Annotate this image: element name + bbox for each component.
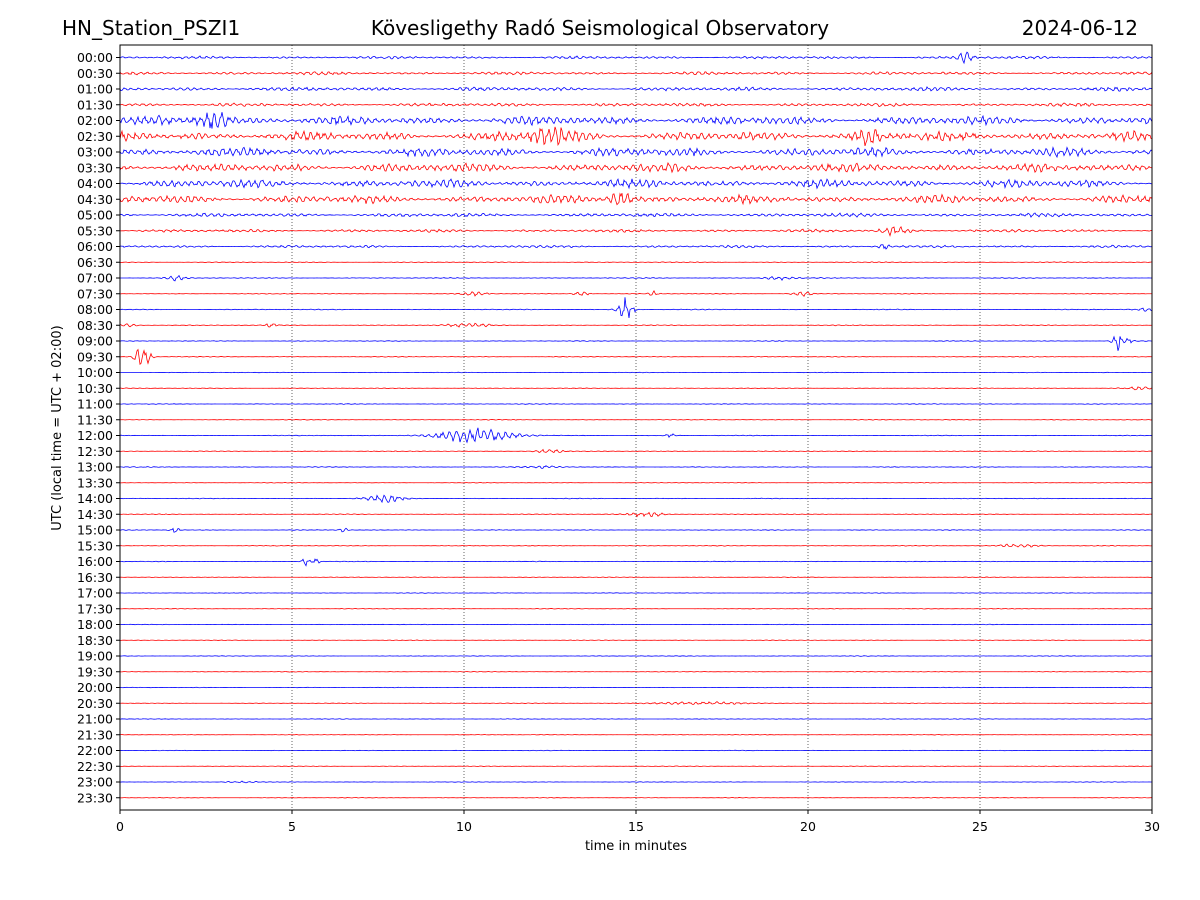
y-tick-label: 20:00 (77, 680, 113, 695)
y-tick-label: 16:00 (77, 554, 113, 569)
trace-2230 (119, 765, 1153, 767)
trace-1630 (119, 576, 1153, 578)
y-tick-label: 03:00 (77, 145, 113, 160)
trace-0500 (119, 212, 1153, 218)
trace-0830 (119, 322, 1153, 328)
x-tick-label: 30 (1144, 819, 1160, 834)
y-tick-label: 07:30 (77, 286, 113, 301)
trace-0100 (119, 86, 1153, 92)
y-tick-label: 06:00 (77, 239, 113, 254)
y-tick-label: 13:30 (77, 475, 113, 490)
y-tick-label: 20:30 (77, 696, 113, 711)
y-tick-label: 05:30 (77, 223, 113, 238)
y-tick-label: 19:30 (77, 664, 113, 679)
y-tick-label: 16:30 (77, 570, 113, 585)
y-tick-label: 22:30 (77, 759, 113, 774)
trace-layer (119, 51, 1153, 799)
trace-1530 (119, 543, 1153, 548)
y-tick-label: 01:30 (77, 97, 113, 112)
y-tick-label: 22:00 (77, 743, 113, 758)
y-tick-label: 04:30 (77, 192, 113, 207)
trace-0730 (119, 289, 1153, 298)
y-tick-label: 14:30 (77, 507, 113, 522)
trace-0900 (119, 335, 1153, 351)
trace-2100 (119, 718, 1153, 720)
y-tick-label: 12:00 (77, 428, 113, 443)
y-tick-label: 00:30 (77, 66, 113, 81)
y-tick-label: 15:30 (77, 538, 113, 553)
trace-2130 (119, 734, 1153, 736)
trace-1030 (119, 386, 1153, 391)
y-tick-label: 00:00 (77, 50, 113, 65)
y-tick-label: 10:00 (77, 365, 113, 380)
x-tick-label: 5 (288, 819, 296, 834)
y-axis-label: UTC (local time = UTC + 02:00) (50, 325, 65, 530)
trace-1300 (119, 465, 1153, 469)
trace-1700 (119, 592, 1153, 594)
y-tick-label: 12:30 (77, 444, 113, 459)
x-tick-label: 15 (628, 819, 644, 834)
grid-layer (291, 45, 981, 810)
x-axis-label: time in minutes (585, 839, 687, 854)
trace-1830 (119, 639, 1153, 641)
x-tick-label: 25 (972, 819, 988, 834)
y-tick-label: 17:00 (77, 586, 113, 601)
trace-1130 (119, 418, 1153, 421)
y-tick-label: 11:30 (77, 412, 113, 427)
y-tick-label: 17:30 (77, 601, 113, 616)
y-tick-label: 13:00 (77, 460, 113, 475)
x-tick-label: 20 (800, 819, 816, 834)
y-tick-label: 06:30 (77, 255, 113, 270)
x-axis-ticks: 0 5 10 15 20 25 30 (116, 810, 1160, 834)
y-tick-label: 08:30 (77, 318, 113, 333)
y-tick-label: 05:00 (77, 208, 113, 223)
y-tick-label: 21:00 (77, 712, 113, 727)
y-tick-label: 15:00 (77, 523, 113, 538)
y-tick-label: 04:00 (77, 176, 113, 191)
y-tick-label: 02:30 (77, 129, 113, 144)
trace-0930 (119, 348, 1153, 365)
y-tick-label: 10:30 (77, 381, 113, 396)
y-tick-label: 18:30 (77, 633, 113, 648)
y-tick-label: 09:00 (77, 334, 113, 349)
trace-1100 (119, 403, 1153, 405)
trace-1730 (119, 608, 1153, 610)
record-date: 2024-06-12 (1021, 16, 1138, 40)
trace-1500 (119, 527, 1153, 533)
trace-0130 (119, 102, 1153, 108)
trace-1330 (119, 482, 1153, 484)
y-tick-label: 11:00 (77, 397, 113, 412)
y-tick-label: 23:00 (77, 775, 113, 790)
x-tick-label: 10 (456, 819, 472, 834)
y-tick-label: 07:00 (77, 271, 113, 286)
trace-1900 (119, 655, 1153, 657)
station-name: HN_Station_PSZI1 (62, 16, 241, 40)
y-tick-label: 03:30 (77, 160, 113, 175)
y-tick-label: 19:00 (77, 649, 113, 664)
y-tick-label: 01:00 (77, 82, 113, 97)
y-tick-label: 09:30 (77, 349, 113, 364)
trace-0330 (119, 161, 1153, 174)
trace-1230 (119, 448, 1153, 454)
trace-2330 (119, 797, 1152, 799)
chart-title: Kövesligethy Radó Seismological Observat… (370, 16, 830, 40)
trace-2030 (119, 701, 1153, 705)
y-tick-label: 21:30 (77, 727, 113, 742)
trace-2300 (119, 780, 1153, 784)
y-tick-label: 18:00 (77, 617, 113, 632)
y-tick-label: 23:30 (77, 790, 113, 805)
y-tick-label: 14:00 (77, 491, 113, 506)
trace-1930 (119, 671, 1153, 673)
trace-0300 (119, 146, 1153, 159)
y-tick-label: 02:00 (77, 113, 113, 128)
x-tick-label: 0 (116, 819, 124, 834)
y-axis-ticks: 00:0000:3001:0001:3002:0002:3003:0003:30… (77, 50, 120, 805)
y-tick-label: 08:00 (77, 302, 113, 317)
trace-0700 (119, 274, 1153, 282)
